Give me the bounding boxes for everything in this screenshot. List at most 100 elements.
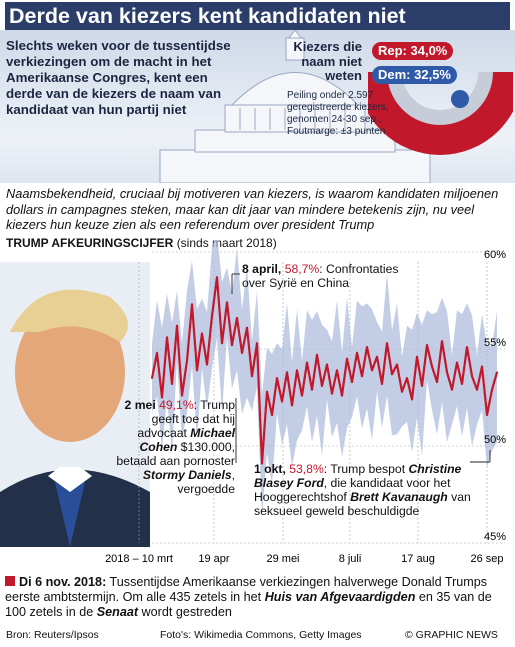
chart-point <box>186 359 188 362</box>
dem-badge: Dem: 32,5% <box>372 66 457 84</box>
chart-point <box>266 390 268 393</box>
chart-label-bold: TRUMP AFKEURINGSCIJFER <box>6 236 174 250</box>
credit-source: Bron: Reuters/Ipsos <box>6 629 99 641</box>
chart-point <box>476 388 478 391</box>
oct1-text2: , die kandidaat voor het Hooggerechtshof <box>254 476 451 504</box>
oct1-text1: : Trump bespot <box>323 462 406 476</box>
poll-note: Peiling onder 2.597 geregistreerde kieze… <box>287 90 389 137</box>
annotation-may2: 2 mei 49,1%: Trump geeft toe dat hij adv… <box>116 398 235 496</box>
chart-point <box>236 317 238 319</box>
chart-point <box>441 340 443 343</box>
chart-point <box>406 377 408 379</box>
chart-point <box>421 384 423 387</box>
apr8-text: : Confrontaties over Syrië en China <box>242 262 399 290</box>
voters-title: Kiezers die naam niet weten <box>293 39 362 83</box>
chart-point <box>431 365 433 368</box>
y-tick-label: 45% <box>484 531 506 543</box>
chart-point <box>496 371 498 374</box>
oct1-text3: van seksueel geweld beschuldigde <box>254 490 471 518</box>
x-tick-label: 8 juli <box>339 553 362 565</box>
chart-point <box>411 398 413 401</box>
rep-badge: Rep: 34,0% <box>372 42 454 60</box>
footer-text2: en 35 van de 100 zetels in de <box>5 590 492 619</box>
chart-point <box>471 375 473 378</box>
chart-point <box>396 363 398 366</box>
chart-point <box>391 373 393 376</box>
chart-point <box>291 404 293 407</box>
may2-value: 49,1% <box>159 398 194 412</box>
x-tick-label: 26 sep <box>470 553 503 565</box>
credit-brand: © GRAPHIC NEWS <box>405 629 498 641</box>
chart-point <box>271 414 273 416</box>
chart-point <box>251 375 253 378</box>
chart-point <box>156 351 158 354</box>
chart-point <box>321 384 323 387</box>
chart-point <box>261 462 263 465</box>
chart-disapproval-line <box>150 276 499 465</box>
y-tick-label: 60% <box>484 249 506 261</box>
chart-point <box>446 371 448 374</box>
chart-point <box>401 390 403 393</box>
y-tick-label: 55% <box>484 337 506 349</box>
apr8-value: 58,7% <box>284 262 320 276</box>
approval-chart: 2018 – 10 mrt 19 apr 29 mei 8 juli 17 aug 26 … <box>105 240 506 565</box>
y-tick-label: 50% <box>484 434 506 446</box>
chart-point <box>191 303 193 306</box>
footer-house: Huis van Afgevaardigden <box>264 590 416 604</box>
x-tick-label: 29 mei <box>266 553 299 565</box>
chart-point <box>256 342 258 345</box>
chart-label-rest: (sinds maart 2018) <box>176 236 277 250</box>
chart-point <box>376 355 378 358</box>
oct1-value: 53,8% <box>289 462 324 476</box>
chart-point <box>231 344 233 347</box>
chart-point <box>466 346 468 348</box>
chart-point <box>221 342 223 345</box>
may2-name2: Stormy Daniels <box>142 468 232 482</box>
may2-text2: $130.000, betaald aan pornoster <box>116 440 235 468</box>
footer-date: Di 6 nov. 2018: <box>19 575 107 589</box>
chart-point <box>176 324 178 327</box>
credit-photos: Foto's: Wikimedia Commons, Getty Images <box>160 629 362 641</box>
capitol-illustration <box>159 30 431 183</box>
chart-point <box>361 375 363 378</box>
chart-point <box>456 361 458 364</box>
chart-point <box>311 388 313 391</box>
chart-point <box>326 363 328 366</box>
chart-point <box>241 351 243 354</box>
chart-point <box>276 377 278 379</box>
footer-square-icon <box>5 576 15 586</box>
chart-point <box>181 394 183 397</box>
x-tick-label: 17 aug <box>401 553 435 565</box>
chart-point <box>226 301 228 304</box>
may2-name1: Michael Cohen <box>139 426 235 454</box>
annotation-oct1: 1 okt, 53,8%: Trump bespot Christine Bla… <box>254 462 474 518</box>
x-tick-label: 2018 – 10 mrt <box>105 553 173 565</box>
chart-point <box>371 369 373 372</box>
chart-point <box>426 344 428 347</box>
gauge-rep-arc <box>368 71 513 155</box>
chart-point <box>486 414 488 416</box>
chart-point <box>216 276 218 279</box>
chart-point <box>286 371 288 374</box>
rep-elephant-icon <box>475 111 493 129</box>
chart-point <box>436 381 438 383</box>
dem-donkey-icon <box>451 90 469 108</box>
trump-portrait <box>0 262 150 547</box>
chart-point <box>336 369 338 372</box>
chart-point <box>346 357 348 360</box>
chart-point <box>201 332 203 335</box>
chart-point <box>151 377 153 379</box>
chart-point <box>281 400 283 403</box>
footer-text3: wordt gestreden <box>141 605 232 619</box>
chart-point <box>381 383 383 385</box>
chart-point <box>316 353 318 356</box>
chart-label: TRUMP AFKEURINGSCIJFER (sinds maart 2018… <box>6 236 277 250</box>
chart-point <box>451 388 453 391</box>
chart-point <box>211 315 213 317</box>
chart-point <box>161 396 163 399</box>
chart-point <box>171 383 173 385</box>
may2-text1: Trump geeft toe dat hij advocaat <box>137 398 235 440</box>
chart-point <box>351 381 353 383</box>
oct1-date: 1 okt, <box>254 462 286 476</box>
chart-point <box>306 361 308 364</box>
